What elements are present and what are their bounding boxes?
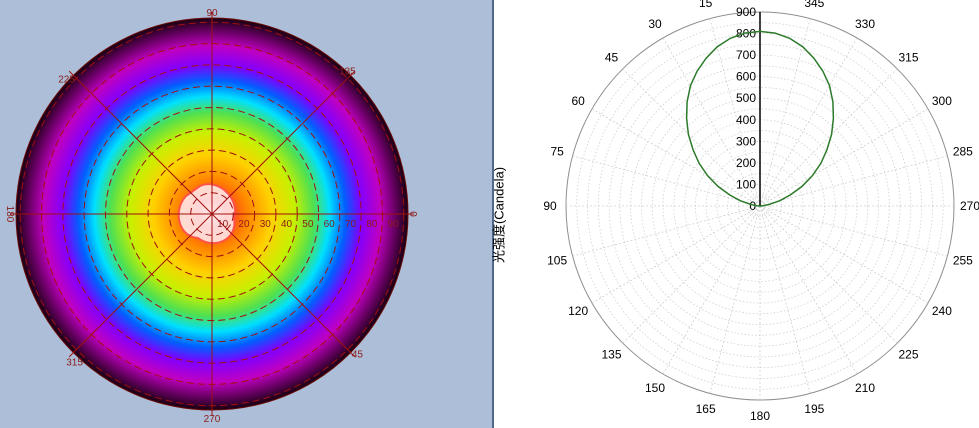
series-line-0: [685, 30, 835, 207]
angle-label-225: 225: [898, 347, 918, 361]
spoke-285: [759, 155, 948, 207]
grid-ring-500: [651, 97, 869, 315]
radial-label-100: 100: [736, 177, 756, 191]
grid-ring-550: [641, 87, 879, 325]
angle-label-240: 240: [932, 304, 952, 318]
angle-label-330: 330: [855, 17, 875, 31]
radial-label-90: 90: [388, 219, 400, 230]
angle-label-285: 285: [953, 145, 973, 159]
angle-label-90: 90: [543, 199, 557, 213]
angle-label-315: 315: [898, 51, 918, 65]
spoke-225: [68, 70, 213, 215]
angle-label-195: 195: [804, 402, 824, 416]
angle-label-270: 270: [960, 199, 979, 213]
angle-label-225: 225: [58, 75, 75, 86]
angle-label-135: 135: [601, 347, 621, 361]
angle-label-180: 180: [4, 206, 15, 223]
radial-label-300: 300: [736, 134, 756, 148]
polar-plot: 0345330315300285270255240225210195180165…: [543, 0, 979, 423]
angle-label-30: 30: [648, 17, 662, 31]
radial-label-400: 400: [736, 113, 756, 127]
spoke-150: [662, 205, 761, 375]
angle-label-45: 45: [605, 51, 619, 65]
angle-label-15: 15: [699, 0, 713, 10]
angle-label-0: 0: [757, 0, 764, 3]
panel-divider: [492, 0, 494, 428]
y-axis-label: 光强度(Candela): [491, 166, 507, 264]
radial-label-700: 700: [736, 48, 756, 62]
spoke-165: [709, 205, 761, 394]
angle-label-120: 120: [568, 304, 588, 318]
radial-label-10: 10: [217, 219, 229, 230]
intensity-map: 90 45 0 315 270 225 180 135 10 20 30 40 50 60 70 80 90: [4, 8, 418, 425]
radial-label-500: 500: [736, 91, 756, 105]
angle-label-255: 255: [953, 253, 973, 267]
spoke-30: [662, 37, 761, 207]
radial-label-600: 600: [736, 70, 756, 84]
spoke-135: [211, 70, 356, 215]
angle-label-135: 135: [339, 67, 356, 78]
spoke-225: [759, 205, 898, 344]
radial-label-30: 30: [260, 219, 272, 230]
grid-ring-400: [673, 119, 847, 293]
spoke-330: [759, 37, 858, 207]
radial-label-80: 80: [366, 219, 378, 230]
spoke-45: [211, 213, 356, 358]
spoke-210: [759, 205, 858, 375]
spoke-195: [759, 205, 811, 394]
spoke-255: [759, 205, 948, 257]
radial-label-70: 70: [345, 219, 357, 230]
radial-label-60: 60: [324, 219, 336, 230]
radial-label-20: 20: [238, 219, 250, 230]
grid-ring-850: [576, 22, 944, 390]
angle-label-0: 0: [407, 211, 418, 217]
angle-label-210: 210: [855, 381, 875, 395]
angle-label-345: 345: [804, 0, 824, 10]
radial-label-50: 50: [302, 219, 314, 230]
angle-label-270: 270: [204, 414, 221, 425]
spoke-300: [759, 108, 929, 207]
spoke-315: [68, 213, 213, 358]
spoke-345: [759, 18, 811, 207]
radial-label-0: 0: [749, 199, 756, 213]
angle-label-90: 90: [206, 8, 218, 19]
radial-label-200: 200: [736, 156, 756, 170]
polar-plot-panel: 0345330315300285270255240225210195180165…: [494, 0, 979, 428]
angle-label-45: 45: [352, 349, 364, 360]
spoke-60: [591, 108, 761, 207]
spoke-45: [622, 68, 761, 207]
spoke-75: [572, 155, 761, 207]
angle-label-150: 150: [645, 381, 665, 395]
intensity-map-panel: 90 45 0 315 270 225 180 135 10 20 30 40 50 60 70 80 90: [0, 0, 492, 428]
angle-label-105: 105: [547, 253, 567, 267]
spoke-240: [759, 205, 929, 304]
grid-ring-200: [716, 162, 804, 250]
radial-label-900: 900: [736, 5, 756, 19]
angle-label-75: 75: [550, 145, 564, 159]
spoke-135: [622, 205, 761, 344]
angle-label-315: 315: [66, 357, 83, 368]
angle-label-300: 300: [932, 94, 952, 108]
spoke-105: [572, 205, 761, 257]
spoke-315: [759, 68, 898, 207]
angle-label-180: 180: [750, 409, 770, 423]
angle-label-60: 60: [571, 94, 585, 108]
radial-label-40: 40: [281, 219, 293, 230]
spoke-120: [591, 205, 761, 304]
angle-label-165: 165: [696, 402, 716, 416]
spoke-15: [709, 18, 761, 207]
